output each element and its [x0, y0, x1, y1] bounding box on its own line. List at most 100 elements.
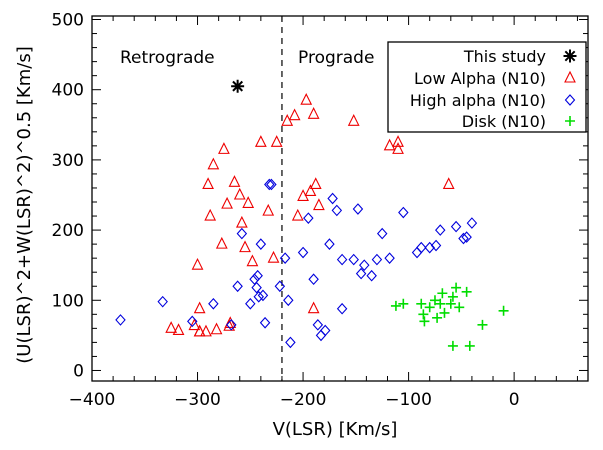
plus-point: [477, 319, 488, 330]
diamond-point: [352, 203, 364, 215]
diamond-point: [384, 252, 395, 264]
triangle-point: [307, 107, 320, 119]
triangle-point: [270, 135, 283, 147]
plus-point: [454, 302, 465, 313]
x-axis-title: V(LSR) [Km/s]: [273, 419, 398, 440]
x-tick-label: −200: [280, 390, 327, 410]
diamond-point: [308, 273, 319, 286]
diamond-point: [411, 246, 423, 259]
diamond-point: [264, 178, 275, 191]
diamond-point: [416, 241, 427, 254]
asterisk-point: [231, 79, 245, 93]
diamond-point: [255, 238, 267, 250]
diamond-point: [283, 294, 294, 307]
triangle-point: [202, 177, 214, 190]
triangle-point: [235, 215, 248, 228]
y-tick-label: 500: [52, 11, 84, 31]
plus-point: [435, 298, 446, 309]
plus-point: [451, 282, 462, 293]
diamond-point: [312, 319, 324, 331]
triangle-point: [218, 142, 230, 154]
diamond-point: [208, 297, 219, 310]
plot-frame: [91, 15, 589, 382]
triangle-point: [281, 114, 294, 126]
diamond-point: [466, 217, 478, 229]
plus-point: [432, 312, 443, 323]
diamond-point: [336, 253, 348, 266]
diamond-point: [252, 269, 263, 282]
triangle-point: [267, 250, 280, 263]
diamond-point: [376, 227, 388, 240]
triangle-point: [239, 240, 251, 253]
triangle-point: [228, 175, 241, 187]
plus-point: [447, 340, 458, 351]
plot-frame-layer: [91, 15, 589, 382]
diamond-point: [274, 280, 286, 293]
legend-label-low-alpha: Low Alpha (N10): [414, 69, 546, 88]
legend-triangle-marker: [564, 70, 576, 83]
triangle-point: [233, 187, 246, 200]
plus-point: [447, 291, 458, 302]
plus-point: [445, 298, 456, 309]
diamond-point: [458, 232, 469, 245]
y-tick-label: 100: [52, 291, 84, 311]
plus-point: [390, 300, 401, 311]
axis-ticks-layer: −400 −300 −200 −100 0 0 100 200 300 400 500: [52, 11, 588, 410]
diamond-point: [424, 241, 435, 254]
diamond-point: [461, 231, 472, 243]
triangle-point: [172, 323, 185, 336]
data-points-layer: [115, 79, 509, 351]
x-tick-label: −300: [174, 390, 221, 410]
legend-box: [387, 41, 587, 133]
plus-point: [419, 316, 430, 327]
triangle-point: [442, 177, 455, 190]
diamond-point: [251, 281, 262, 294]
diamond-point: [430, 239, 442, 252]
plus-point: [437, 288, 448, 299]
legend-label-high-alpha: High alpha (N10): [410, 91, 546, 110]
triangle-point: [262, 203, 275, 216]
diamond-point: [257, 289, 269, 302]
triangle-point: [307, 301, 320, 314]
plus-point: [464, 340, 475, 351]
y-tick-label: 400: [52, 81, 84, 101]
diamond-point: [371, 253, 383, 266]
legend-label-disk: Disk (N10): [462, 112, 546, 131]
triangle-point: [313, 198, 325, 211]
triangle-point: [254, 135, 267, 147]
diamond-point: [266, 178, 277, 191]
triangle-point: [193, 324, 206, 337]
diamond-point: [435, 224, 446, 236]
triangle-point: [188, 318, 201, 331]
triangle-point: [215, 236, 228, 249]
triangle-point: [246, 254, 259, 267]
legend-plus-marker: [565, 116, 575, 126]
diamond-point: [398, 206, 409, 219]
triangle-point: [207, 157, 220, 170]
diamond-point: [327, 192, 338, 205]
triangle-point: [291, 208, 304, 221]
diamond-point: [236, 227, 248, 240]
triangle-point: [191, 257, 204, 270]
triangle-point: [309, 177, 322, 190]
plus-point: [498, 305, 509, 316]
legend-diamond-marker: [564, 94, 576, 106]
triangle-point: [224, 316, 237, 328]
diamond-point: [336, 302, 348, 315]
y-axis-title: (U(LSR)^2+W(LSR)^2)^0.5 [Km/s]: [14, 46, 35, 363]
diamond-point: [315, 329, 327, 342]
diamond-point: [245, 297, 256, 310]
y-tick-label: 0: [73, 361, 84, 381]
y-tick-label: 300: [52, 151, 84, 171]
diamond-point: [157, 295, 168, 308]
diamond-point: [331, 204, 343, 217]
triangle-point: [288, 108, 301, 121]
triangle-point: [200, 324, 212, 337]
plus-point: [398, 298, 409, 309]
plus-point: [439, 307, 450, 318]
triangle-point: [392, 135, 404, 147]
diamond-point: [319, 324, 331, 337]
triangle-point: [304, 184, 317, 197]
annotations-layer: Retrograde Prograde: [120, 48, 374, 68]
